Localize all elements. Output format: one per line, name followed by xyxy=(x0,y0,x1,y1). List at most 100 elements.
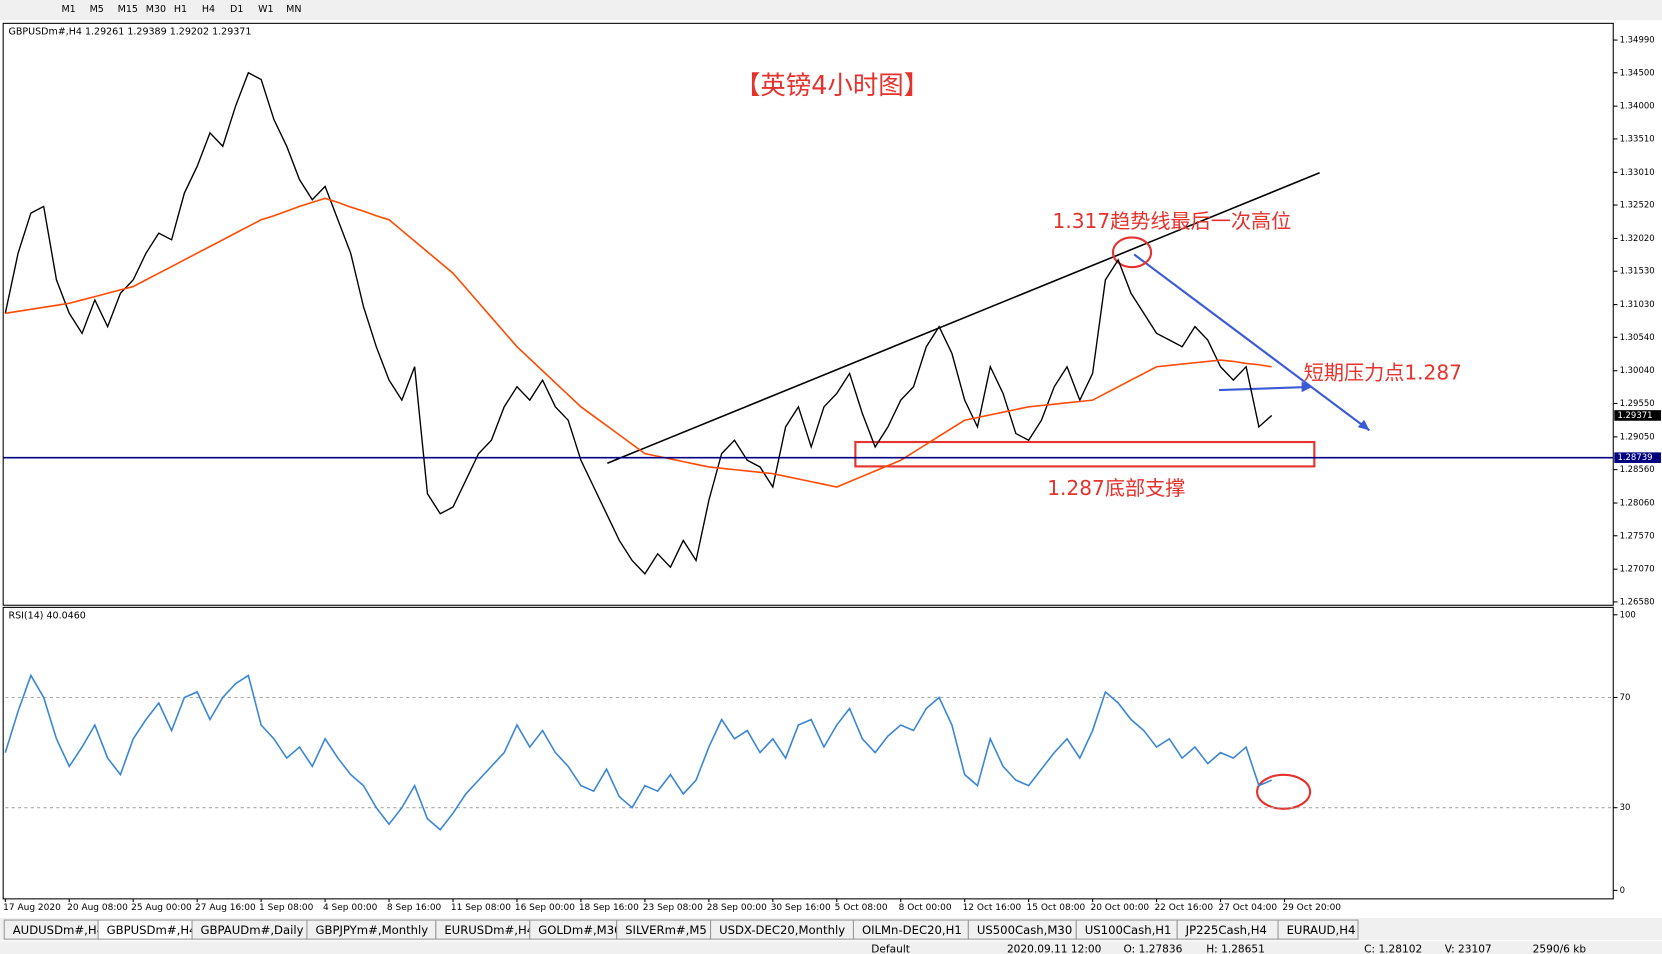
x-tick-label: 22 Oct 16:00 xyxy=(1154,903,1213,913)
x-tick-label: 23 Sep 08:00 xyxy=(643,903,703,913)
y-tick-label: 1.32020 xyxy=(1620,233,1655,243)
down-trend-arrow xyxy=(1133,253,1371,432)
y-tick-label: 30 xyxy=(1620,802,1631,812)
y-tick-label: 1.27570 xyxy=(1620,530,1655,540)
toolbar xyxy=(0,0,1662,21)
y-tick-label: 1.28560 xyxy=(1620,464,1655,474)
pressure-arrow xyxy=(1218,385,1311,392)
tab-label[interactable]: EURUSDm#,H4 xyxy=(444,923,534,937)
rsi-header: RSI(14) 40.0460 xyxy=(8,610,85,621)
tab-label[interactable]: GBPAUDm#,Daily xyxy=(201,923,304,937)
y-tick-label: 1.30540 xyxy=(1620,332,1655,342)
annotation: 1.287底部支撑 xyxy=(1047,476,1185,500)
tab-label[interactable]: JP225Cash,H4 xyxy=(1185,923,1267,937)
y-tick-label: 1.26580 xyxy=(1620,596,1655,606)
x-tick-label: 25 Aug 00:00 xyxy=(131,903,192,913)
timeframe-button[interactable]: M30 xyxy=(146,4,166,15)
tab-label[interactable]: GBPJPYm#,Monthly xyxy=(315,923,428,937)
chart-header: GBPUSDm#,H4 1.29261 1.29389 1.29202 1.29… xyxy=(8,26,251,37)
y-tick-label: 1.31030 xyxy=(1620,299,1655,309)
x-tick-label: 20 Oct 00:00 xyxy=(1090,903,1149,913)
series-line xyxy=(4,71,1273,575)
x-tick-label: 16 Sep 00:00 xyxy=(515,903,575,913)
tab-label[interactable]: GBPUSDm#,H4 xyxy=(107,923,197,937)
tab-label[interactable]: AUDUSDm#,H4 xyxy=(13,923,104,937)
x-tick-label: 11 Sep 08:00 xyxy=(451,903,511,913)
arrow-head xyxy=(1301,381,1313,393)
y-tick-label: 1.34990 xyxy=(1620,35,1655,45)
status-field: V: 23107 xyxy=(1445,944,1492,954)
x-tick-label: 12 Oct 16:00 xyxy=(963,903,1022,913)
x-tick-label: 18 Sep 16:00 xyxy=(579,903,639,913)
y-tick-label: 1.34000 xyxy=(1620,101,1655,111)
rsi-circle xyxy=(1256,773,1312,810)
y-tick-label: 1.34500 xyxy=(1620,67,1655,77)
x-tick-label: 27 Oct 04:00 xyxy=(1218,903,1277,913)
tab-label[interactable]: SILVERm#,M5 xyxy=(625,923,707,937)
status-field: 2020.09.11 12:00 xyxy=(1007,944,1102,954)
status-field: Default xyxy=(871,944,910,954)
x-tick-label: 8 Oct 00:00 xyxy=(899,903,952,913)
status-bar xyxy=(0,941,1662,954)
timeframe-button[interactable]: H1 xyxy=(174,4,187,15)
tab-label[interactable]: GOLDm#,M30 xyxy=(538,923,621,937)
timeframe-button[interactable]: M15 xyxy=(118,4,138,15)
trend-line xyxy=(607,172,1320,464)
tab-label[interactable]: US100Cash,H1 xyxy=(1085,923,1172,937)
x-tick-label: 27 Aug 16:00 xyxy=(195,903,256,913)
timeframe-button[interactable]: W1 xyxy=(258,4,273,15)
tab-label[interactable]: EURAUD,H4 xyxy=(1287,923,1356,937)
price-box xyxy=(1614,452,1661,463)
y-tick-label: 1.33010 xyxy=(1620,167,1655,177)
tab-label[interactable]: USDX-DEC20,Monthly xyxy=(719,923,845,937)
price-box xyxy=(1614,410,1661,421)
y-tick-label: 1.33510 xyxy=(1620,133,1655,143)
x-tick-label: 30 Sep 16:00 xyxy=(771,903,831,913)
tab-label[interactable]: US500Cash,M30 xyxy=(977,923,1072,937)
timeframe-button[interactable]: MN xyxy=(286,4,301,15)
status-field: H: 1.28651 xyxy=(1206,944,1265,954)
series-line xyxy=(5,197,1272,488)
timeframe-button[interactable]: M1 xyxy=(61,4,75,15)
y-tick-label: 1.31530 xyxy=(1620,266,1655,276)
y-tick-label: 1.28060 xyxy=(1620,498,1655,508)
status-field: 2590/6 kb xyxy=(1533,944,1587,954)
high-circle xyxy=(1111,236,1153,269)
x-tick-label: 29 Oct 20:00 xyxy=(1282,903,1341,913)
x-tick-label: 17 Aug 2020 xyxy=(3,903,61,913)
x-tick-label: 4 Sep 00:00 xyxy=(323,903,378,913)
tab[interactable] xyxy=(1277,919,1359,940)
price-panel xyxy=(2,22,1614,606)
support-price: 1.28739 xyxy=(1617,452,1652,462)
y-tick-label: 0 xyxy=(1620,885,1625,895)
x-tick-label: 28 Sep 00:00 xyxy=(707,903,767,913)
y-tick-label: 100 xyxy=(1620,609,1636,619)
x-tick-label: 15 Oct 08:00 xyxy=(1027,903,1086,913)
status-field: O: 1.27836 xyxy=(1124,944,1183,954)
rsi-panel xyxy=(2,606,1614,900)
y-tick-label: 70 xyxy=(1620,692,1631,702)
support-box xyxy=(854,440,1316,468)
timeframe-button[interactable]: H4 xyxy=(202,4,215,15)
x-tick-label: 1 Sep 08:00 xyxy=(259,903,314,913)
x-tick-label: 20 Aug 08:00 xyxy=(67,903,128,913)
y-tick-label: 1.27070 xyxy=(1620,564,1655,574)
chart-title: 【英镑4小时图】 xyxy=(735,70,929,100)
y-tick-label: 1.29550 xyxy=(1620,398,1655,408)
timeframe-button[interactable]: M5 xyxy=(90,4,104,15)
annotation: 1.317趋势线最后一次高位 xyxy=(1053,209,1292,233)
y-tick-label: 1.29050 xyxy=(1620,431,1655,441)
arrow-head xyxy=(1357,419,1370,431)
annotation: 短期压力点1.287 xyxy=(1304,361,1462,385)
status-field: C: 1.28102 xyxy=(1364,944,1422,954)
x-tick-label: 5 Oct 08:00 xyxy=(835,903,888,913)
x-tick-label: 8 Sep 16:00 xyxy=(387,903,442,913)
series-line xyxy=(4,673,1273,831)
current-price: 1.29371 xyxy=(1617,410,1652,420)
y-tick-label: 1.32520 xyxy=(1620,200,1655,210)
tab-label[interactable]: OILMn-DEC20,H1 xyxy=(862,923,962,937)
y-tick-label: 1.30040 xyxy=(1620,365,1655,375)
timeframe-button[interactable]: D1 xyxy=(230,4,243,15)
